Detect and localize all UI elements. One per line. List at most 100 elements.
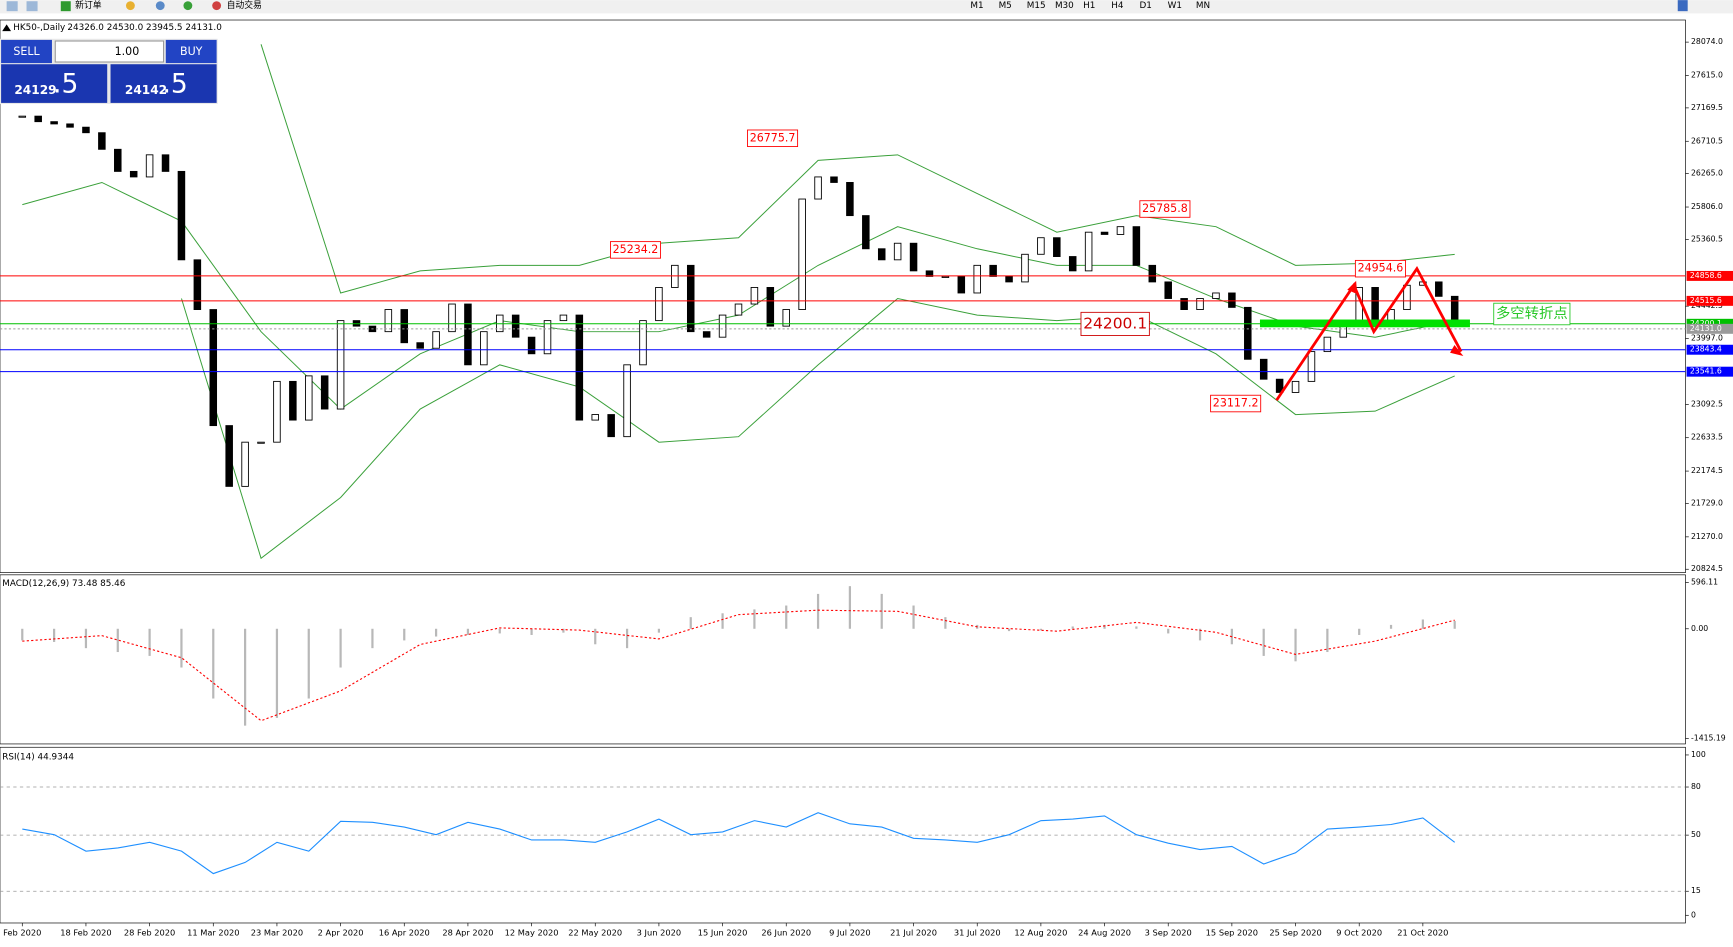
price-level-tag [1686,270,1733,281]
candle [1068,256,1077,272]
ask-fraction[interactable]: .5 [162,69,187,100]
buy-label[interactable]: BUY [180,45,203,58]
macd-bar [785,605,788,629]
candle [750,287,759,305]
candle [686,264,695,333]
annotation: 多空转折点 [1496,305,1568,322]
timeframe-button[interactable]: M30 [1055,1,1074,11]
bid-button[interactable] [1,64,108,103]
candle [734,303,743,316]
macd-bar [562,628,565,633]
candle [909,242,918,272]
macd-bar [212,628,215,699]
candle [702,331,711,338]
macd-bar [753,609,756,629]
search-icon[interactable] [1677,0,1688,12]
icon [6,1,18,12]
y-tick-label: 20824.5 [1691,564,1723,573]
candle [98,132,106,150]
bid-fraction[interactable]: .5 [53,69,78,100]
lots-input[interactable] [54,40,165,63]
icon[interactable] [155,1,165,11]
macd-bar [275,628,279,718]
candle [225,425,233,487]
timeframe-button[interactable]: H1 [1083,1,1095,11]
candle [114,148,122,172]
candle [448,303,456,333]
candle [1021,253,1029,283]
candle [241,441,249,487]
bid[interactable]: 24129 [14,83,56,97]
y-tick-label: 596.11 [1691,578,1718,587]
y-tick-label: 27615.0 [1691,70,1723,79]
lots[interactable]: 1.00 [115,45,140,58]
candle [591,414,600,421]
y-tick-label: 0 [1691,910,1696,919]
annotations: 26775.7 25234.2 25785.8 24954.6 24200.1 23117… [610,129,1571,413]
ask-button[interactable] [110,64,217,103]
auto-trading[interactable]: 自动交易 [227,0,262,11]
candle [161,154,170,172]
icon [26,1,38,12]
symbol-icon [2,24,12,32]
price-level-label: 24200.1 [1690,319,1722,328]
candle [655,287,663,322]
x-tick-label: 18 Feb 2020 [60,927,111,937]
icon[interactable] [183,1,193,11]
new-order-icon[interactable] [60,1,71,12]
bollinger-lower [181,297,1455,560]
macd-bar [466,628,470,635]
sell-label[interactable]: SELL [13,45,40,58]
buy-button[interactable] [165,39,217,64]
candle [400,309,409,344]
ask[interactable]: 24142 [125,83,167,97]
annotation-box [610,241,662,259]
rsi-title: RSI(14) 44.9344 [2,753,74,763]
new-order[interactable]: 新订单 [75,0,102,11]
timeframe-button[interactable]: D1 [1139,1,1151,11]
y-tick-label: 28074.0 [1691,37,1723,46]
timeframe-button[interactable]: M5 [999,1,1012,11]
icon[interactable] [125,1,135,11]
candle [336,320,345,410]
macd-bar [1135,626,1138,629]
y-tick-label: 25806.0 [1691,202,1723,211]
timeframe-button[interactable]: H4 [1111,1,1124,11]
candle [1005,275,1013,283]
macd-bar [307,628,310,699]
candle [814,176,822,200]
y-tick-label: 100 [1691,750,1706,759]
candle [289,380,297,421]
macd-bar [498,628,501,634]
candle [480,331,488,366]
candle [384,309,393,333]
candle [511,314,520,338]
candle [82,126,90,134]
chart-subtitle: 24326.0 24530.0 23945.5 24131.0 [67,23,222,33]
candle [1084,231,1093,272]
candle [575,314,584,421]
price-level-tag [1686,295,1733,306]
timeframe-button[interactable]: MN [1196,1,1210,11]
sell-button[interactable] [1,39,52,64]
timeframe-button[interactable]: M15 [1027,1,1046,11]
timeframe-button[interactable]: M1 [970,1,983,11]
candle [973,264,981,294]
macd-bar [1007,628,1011,632]
price-pane [0,19,1686,573]
annotation: 26775.7 [750,131,796,144]
candle [941,275,950,278]
macd-bar [1262,628,1265,656]
macd-bar [243,628,247,726]
candle [320,375,329,410]
macd-bar [1326,628,1329,653]
y-tick-label: 21270.0 [1691,532,1723,541]
timeframe-button[interactable]: W1 [1168,1,1182,11]
candle [66,123,74,128]
y-tick-label: 26710.5 [1691,136,1723,145]
candle [1291,380,1300,393]
candle [877,248,886,261]
auto-trading-icon[interactable] [212,1,222,11]
x-tick-label: 11 Mar 2020 [187,927,239,937]
